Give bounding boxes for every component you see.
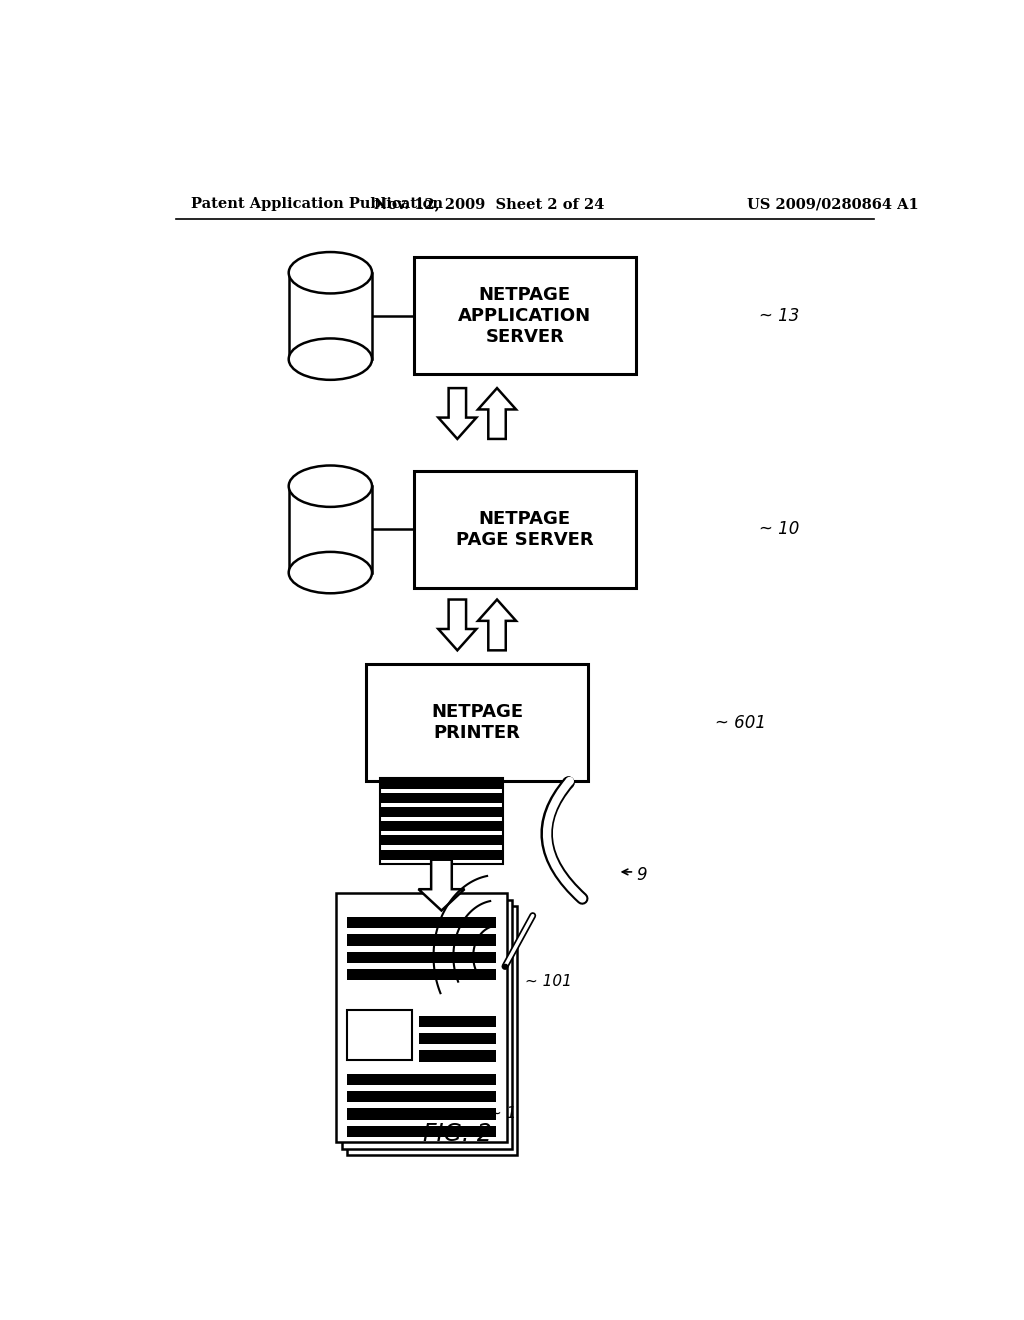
Text: 9: 9: [636, 866, 646, 884]
Text: US 2009/0280864 A1: US 2009/0280864 A1: [748, 197, 919, 211]
FancyArrowPatch shape: [547, 781, 583, 899]
Bar: [380, 792, 503, 803]
Text: ~ 601: ~ 601: [716, 714, 766, 731]
Bar: [347, 1010, 413, 1060]
Text: ~ 13: ~ 13: [759, 308, 800, 325]
Bar: [347, 952, 496, 962]
Polygon shape: [478, 599, 516, 651]
Text: FIG. 2: FIG. 2: [423, 1122, 492, 1146]
Bar: [414, 257, 636, 375]
Text: NETPAGE
PAGE SERVER: NETPAGE PAGE SERVER: [456, 510, 594, 549]
Bar: [347, 906, 517, 1155]
Polygon shape: [419, 859, 465, 911]
Bar: [342, 900, 512, 1148]
Ellipse shape: [289, 338, 372, 380]
Text: ~ 1: ~ 1: [489, 1106, 516, 1121]
Bar: [380, 850, 503, 859]
Text: ~ 10: ~ 10: [759, 520, 800, 539]
Ellipse shape: [289, 552, 372, 593]
Text: ~ 101: ~ 101: [524, 974, 571, 989]
Bar: [347, 1109, 496, 1119]
Bar: [347, 1126, 496, 1137]
Bar: [380, 807, 503, 817]
Bar: [380, 836, 503, 846]
Bar: [380, 821, 503, 832]
FancyArrowPatch shape: [547, 783, 583, 899]
Bar: [347, 917, 496, 928]
Polygon shape: [438, 388, 476, 440]
Bar: [419, 1016, 496, 1027]
Ellipse shape: [289, 466, 372, 507]
Text: Nov. 12, 2009  Sheet 2 of 24: Nov. 12, 2009 Sheet 2 of 24: [374, 197, 604, 211]
Bar: [419, 1034, 496, 1044]
Bar: [347, 1074, 496, 1085]
Text: NETPAGE
PRINTER: NETPAGE PRINTER: [431, 704, 523, 742]
Bar: [347, 969, 496, 981]
Bar: [347, 935, 496, 945]
Ellipse shape: [289, 252, 372, 293]
Polygon shape: [478, 388, 516, 440]
Bar: [289, 486, 372, 573]
Polygon shape: [438, 599, 476, 651]
Text: NETPAGE
APPLICATION
SERVER: NETPAGE APPLICATION SERVER: [458, 286, 592, 346]
Bar: [347, 1092, 496, 1102]
Bar: [289, 273, 372, 359]
Bar: [336, 892, 507, 1142]
Bar: [414, 471, 636, 587]
Bar: [380, 779, 503, 863]
Bar: [380, 779, 503, 788]
Text: Patent Application Publication: Patent Application Publication: [191, 197, 443, 211]
Bar: [419, 1051, 496, 1061]
Bar: [367, 664, 588, 781]
